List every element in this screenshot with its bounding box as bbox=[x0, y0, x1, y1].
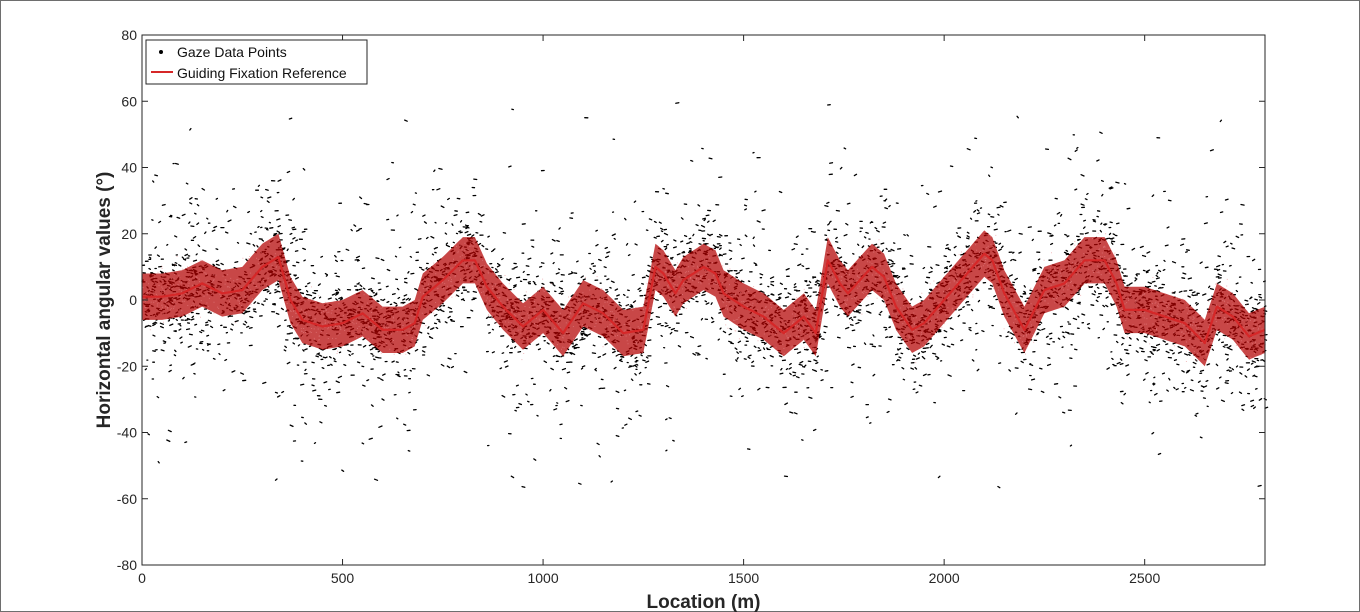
y-tick-label: -40 bbox=[117, 425, 137, 441]
y-tick-label: 40 bbox=[121, 160, 137, 176]
reference-band bbox=[142, 230, 1265, 367]
x-tick-label: 1500 bbox=[728, 570, 759, 586]
x-tick-label: 0 bbox=[138, 570, 146, 586]
x-tick-label: 2000 bbox=[929, 570, 960, 586]
legend: Gaze Data Points Guiding Fixation Refere… bbox=[145, 39, 368, 85]
y-tick-label: -60 bbox=[117, 491, 137, 507]
x-tick-label: 1000 bbox=[527, 570, 558, 586]
gaze-data-points bbox=[141, 102, 1269, 489]
guiding-fixation-reference-line bbox=[142, 252, 1266, 345]
y-tick-label: 20 bbox=[121, 226, 137, 242]
legend-dot-marker bbox=[159, 50, 163, 54]
y-tick-label: 0 bbox=[129, 292, 137, 308]
x-tick-label: 2500 bbox=[1129, 570, 1160, 586]
y-tick-label: -20 bbox=[117, 358, 137, 374]
axes-layer: 0 500 1000 1500 2000 2500 80 60 40 20 0 -20 -40 -60 -8… bbox=[94, 27, 1266, 612]
legend-box bbox=[145, 39, 368, 85]
reference-line-layer bbox=[142, 252, 1266, 345]
x-axis-title: Location (m) bbox=[647, 592, 761, 612]
x-tick-label: 500 bbox=[331, 570, 355, 586]
y-tick-label: -80 bbox=[117, 557, 137, 573]
y-tick-label: 80 bbox=[121, 27, 137, 43]
y-axis-title: Horizontal angular values (°) bbox=[94, 172, 115, 429]
legend-label-gaze: Gaze Data Points bbox=[177, 44, 287, 60]
gaze-data-points-layer bbox=[141, 102, 1269, 489]
legend-label-reference: Guiding Fixation Reference bbox=[177, 65, 347, 81]
y-tick-label: 60 bbox=[121, 93, 137, 109]
